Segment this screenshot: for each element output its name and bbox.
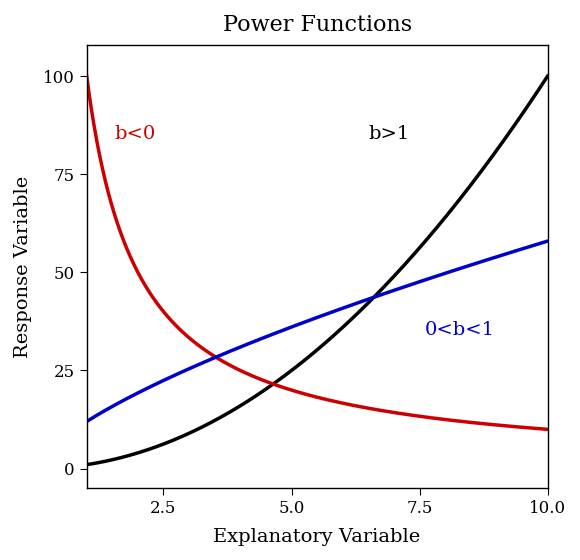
Text: b<0: b<0 <box>115 125 156 143</box>
Title: Power Functions: Power Functions <box>223 14 412 36</box>
Y-axis label: Response Variable: Response Variable <box>14 175 32 358</box>
X-axis label: Explanatory Variable: Explanatory Variable <box>213 528 420 546</box>
Text: 0<b<1: 0<b<1 <box>425 321 495 339</box>
Text: b>1: b>1 <box>368 125 409 143</box>
